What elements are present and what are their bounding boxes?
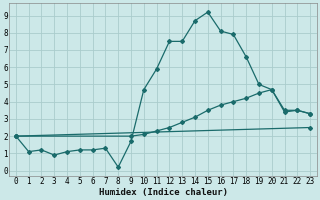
X-axis label: Humidex (Indice chaleur): Humidex (Indice chaleur) [99, 188, 228, 197]
